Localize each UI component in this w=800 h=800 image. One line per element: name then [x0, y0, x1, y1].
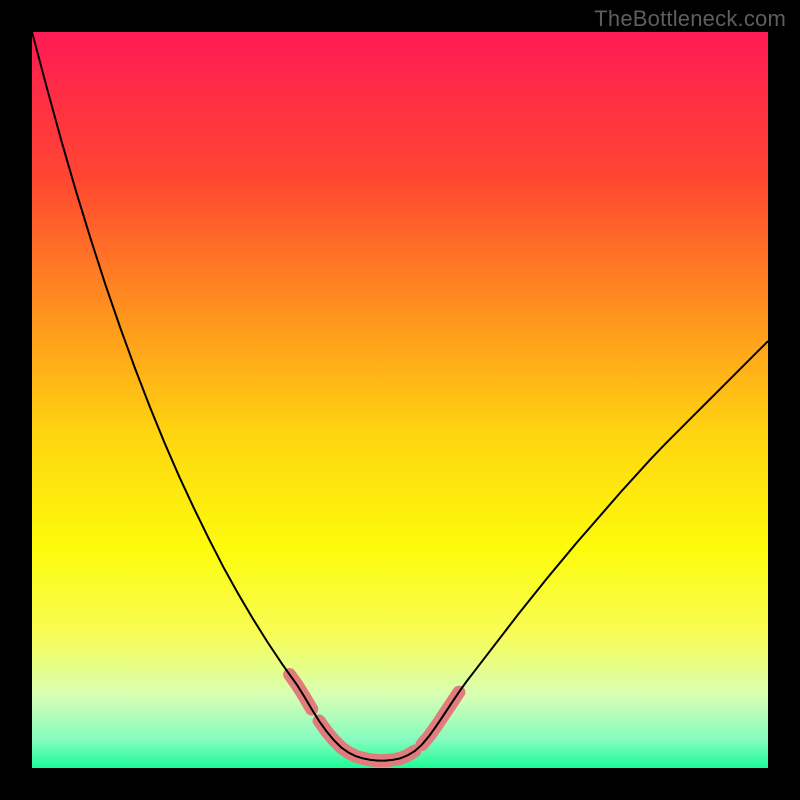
chart-background [32, 32, 768, 768]
chart-frame: TheBottleneck.com [0, 0, 800, 800]
bottleneck-chart [32, 32, 768, 768]
watermark-text: TheBottleneck.com [594, 6, 786, 32]
